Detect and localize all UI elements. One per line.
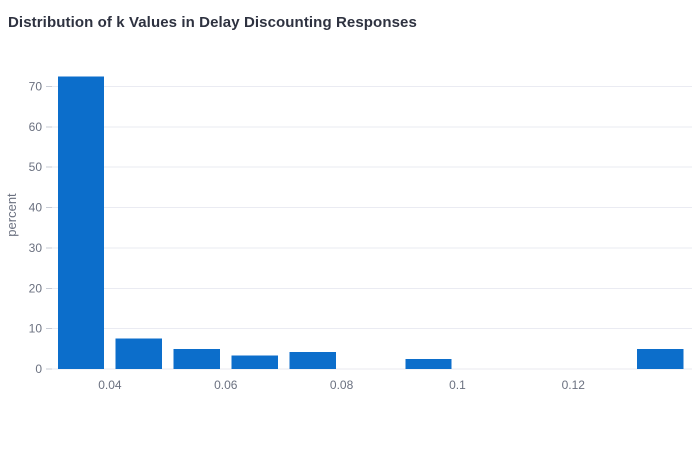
x-tick-label: 0.12	[562, 378, 586, 392]
histogram-bar[interactable]	[289, 352, 336, 369]
histogram-bar[interactable]	[231, 355, 278, 369]
x-tick-label: 0.1	[449, 378, 466, 392]
y-tick-label: 70	[29, 79, 43, 93]
x-tick-label: 0.06	[214, 378, 238, 392]
y-axis-title: percent	[4, 193, 19, 237]
y-tick-label: 50	[29, 160, 43, 174]
histogram-bar[interactable]	[405, 358, 452, 369]
histogram-bar[interactable]	[636, 348, 684, 369]
y-tick-label: 0	[35, 362, 42, 376]
y-tick-label: 20	[29, 281, 43, 295]
y-tick-label: 60	[29, 120, 43, 134]
y-tick-label: 10	[29, 322, 43, 336]
y-tick-label: 30	[29, 241, 43, 255]
x-tick-label: 0.08	[330, 378, 354, 392]
x-tick-label: 0.04	[98, 378, 122, 392]
histogram-bar[interactable]	[57, 76, 105, 369]
y-tick-label: 40	[29, 201, 43, 215]
histogram-bar[interactable]	[173, 348, 220, 369]
chart-title: Distribution of k Values in Delay Discou…	[8, 14, 417, 31]
histogram-bar[interactable]	[115, 338, 163, 369]
